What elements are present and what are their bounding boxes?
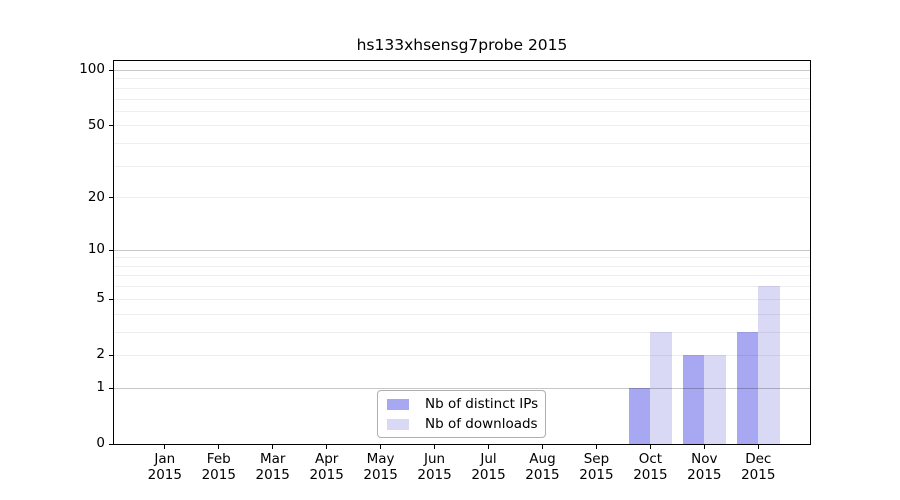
x-tick-mark [218, 445, 220, 449]
chart-title: hs133xhsensg7probe 2015 [356, 36, 568, 54]
y-tick-mark [109, 355, 113, 356]
gridline-major [114, 387, 810, 389]
gridline-minor [114, 125, 810, 127]
gridline-minor [114, 265, 810, 267]
bar-downloads [704, 354, 726, 444]
y-tick-label: 50 [87, 116, 105, 133]
x-tick-mark [272, 445, 274, 449]
x-tick-label: Oct 2015 [633, 451, 668, 483]
y-tick-mark [109, 444, 113, 445]
y-tick-mark [109, 388, 113, 389]
legend-item-distinct-ips: Nb of distinct IPs [387, 396, 545, 412]
y-tick-label: 2 [96, 346, 105, 363]
bar-downloads [650, 331, 672, 444]
gridline-minor [114, 331, 810, 333]
plot-area [113, 60, 811, 445]
gridline-minor [114, 354, 810, 356]
x-tick-label: Nov 2015 [687, 451, 722, 483]
gridline-major [114, 249, 810, 251]
x-tick-mark [541, 445, 543, 449]
y-tick-mark [109, 299, 113, 300]
x-tick-label: Jan 2015 [147, 451, 182, 483]
legend-item-downloads: Nb of downloads [387, 416, 545, 432]
gridline-minor [114, 98, 810, 100]
x-tick-label: Jul 2015 [471, 451, 506, 483]
x-tick-mark [488, 445, 490, 449]
x-tick-label: Dec 2015 [741, 451, 776, 483]
y-tick-label: 100 [79, 61, 105, 78]
gridline-minor [114, 257, 810, 259]
gridline-minor [114, 286, 810, 288]
distinct-ips-swatch-icon [387, 398, 409, 410]
downloads-swatch-icon [387, 418, 409, 430]
gridline-minor [114, 298, 810, 300]
x-tick-label: Sep 2015 [579, 451, 614, 483]
bar-distinct-ips [736, 331, 759, 444]
x-tick-mark [326, 445, 328, 449]
gridline-minor [114, 110, 810, 112]
gridline-minor [114, 197, 810, 199]
y-tick-mark [109, 125, 113, 126]
y-tick-label: 0 [96, 435, 105, 452]
x-tick-mark [703, 445, 705, 449]
x-tick-mark [164, 445, 166, 449]
x-tick-mark [434, 445, 436, 449]
x-tick-label: Mar 2015 [255, 451, 290, 483]
x-tick-label: May 2015 [363, 451, 398, 483]
gridline-minor [114, 313, 810, 315]
gridline-minor [114, 143, 810, 145]
y-tick-label: 10 [87, 240, 105, 257]
x-tick-label: Feb 2015 [201, 451, 236, 483]
legend: Nb of distinct IPs Nb of downloads [377, 390, 546, 438]
legend-label-distinct-ips: Nb of distinct IPs [425, 396, 539, 412]
gridline-major [114, 69, 810, 71]
y-tick-label: 1 [96, 379, 105, 396]
x-tick-label: Apr 2015 [309, 451, 344, 483]
legend-label-downloads: Nb of downloads [425, 416, 538, 432]
x-tick-mark [380, 445, 382, 449]
y-tick-label: 20 [87, 188, 105, 205]
y-tick-mark [109, 70, 113, 71]
y-tick-mark [109, 250, 113, 251]
bar-distinct-ips [682, 354, 705, 444]
bar-downloads [758, 286, 780, 444]
x-tick-mark [649, 445, 651, 449]
gridline-minor [114, 78, 810, 80]
x-tick-mark [757, 445, 759, 449]
gridline-minor [114, 87, 810, 89]
gridline-minor [114, 275, 810, 277]
y-tick-label: 5 [96, 290, 105, 307]
y-tick-mark [109, 197, 113, 198]
x-tick-label: Aug 2015 [525, 451, 560, 483]
gridline-minor [114, 165, 810, 167]
bar-distinct-ips [628, 387, 651, 444]
x-tick-label: Jun 2015 [417, 451, 452, 483]
x-tick-mark [595, 445, 597, 449]
